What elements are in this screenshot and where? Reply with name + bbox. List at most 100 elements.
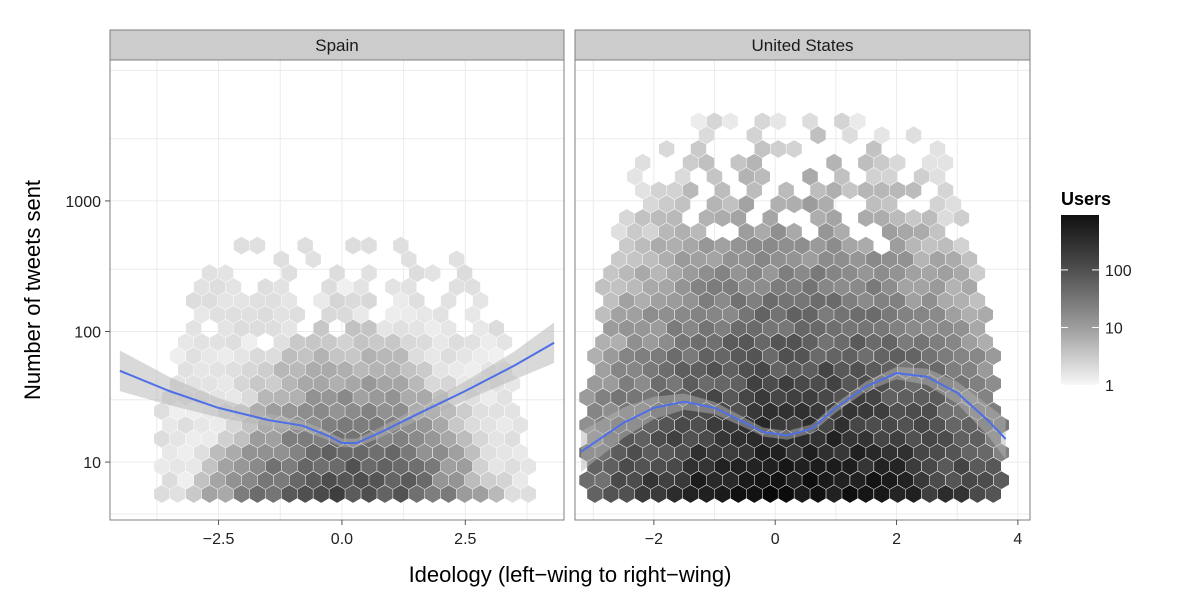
hexbin-cell — [698, 374, 715, 393]
hexbin-cell — [417, 305, 433, 324]
hexbin-cell — [722, 195, 739, 214]
hexbin-cell — [464, 416, 481, 434]
hexbin-cell — [913, 250, 930, 269]
hexbin-cell — [802, 250, 818, 269]
hexbin-cell — [472, 319, 489, 338]
hexbin-cell — [472, 402, 489, 421]
hexbin-cell — [345, 347, 361, 365]
hexbin-cell — [762, 264, 778, 283]
hexbin-cell — [643, 278, 659, 296]
hexbin-cell — [233, 236, 250, 255]
hexbin-cell — [154, 429, 170, 448]
hexbin-cell — [178, 333, 194, 352]
hexbin-cell — [409, 264, 425, 283]
hexbin-cell — [627, 278, 643, 296]
hexbin-cell — [433, 305, 449, 324]
hexbin-cell — [289, 333, 305, 352]
hexbin-cell — [698, 291, 715, 310]
hexbin-cell — [385, 360, 401, 379]
hexbin-cell — [658, 416, 675, 434]
hexbin-cell — [738, 388, 754, 407]
hexbin-cell — [706, 195, 723, 214]
hexbin-cell — [456, 457, 473, 476]
hexbin-cell — [611, 222, 627, 241]
hexbin-cell — [969, 374, 986, 393]
hexbin-cell — [297, 236, 313, 255]
hexbin-cell — [762, 402, 778, 421]
hexbin-cell — [722, 250, 739, 269]
hexbin-cell — [890, 485, 906, 503]
hexbin-cell — [706, 112, 723, 131]
hexbin-cell — [162, 416, 178, 434]
hexbin-cell — [345, 236, 361, 255]
hexbin-cell — [802, 443, 818, 462]
hexbin-cell — [866, 360, 882, 379]
hexbin-cell — [480, 443, 497, 462]
hexbin-cell — [305, 333, 321, 352]
y-tick-label: 10 — [83, 455, 101, 472]
hexbin-cell — [281, 457, 297, 476]
hexbin-cell — [706, 278, 723, 296]
hexbin-cell — [401, 333, 417, 352]
hexbin-cell — [643, 195, 659, 214]
hexbin-cell — [882, 222, 898, 241]
hexbin-cell — [209, 360, 226, 379]
hexbin-cell — [842, 126, 858, 145]
hexbin-cell — [929, 278, 946, 296]
hexbin-cell — [595, 333, 611, 352]
hexbin-cell — [186, 291, 202, 310]
hexbin-cell — [738, 443, 754, 462]
hexbin-cell — [945, 278, 962, 296]
hexbin-cell — [898, 471, 914, 490]
hexbin-cell — [690, 360, 707, 379]
hexbin-cell — [433, 416, 449, 434]
hexbin-cell — [666, 319, 683, 338]
hexbin-cell — [682, 347, 699, 365]
hexbin-cell — [682, 153, 699, 172]
hexbin-cell — [440, 429, 457, 448]
hexbin-cell — [233, 319, 250, 338]
hexbin-cell — [587, 402, 603, 421]
hexbin-cell — [401, 278, 417, 296]
hexbin-cell — [417, 360, 433, 379]
hexbin-cell — [834, 305, 850, 324]
facet-label: United States — [751, 36, 853, 55]
facet-strip — [109, 29, 565, 61]
hexbin-cell — [913, 333, 930, 352]
hexbin-cell — [945, 360, 962, 379]
hexbin-cell — [929, 416, 946, 434]
hexbin-cell — [241, 471, 258, 490]
hexbin-cell — [257, 388, 274, 407]
hexbin-cell — [778, 236, 794, 255]
hexbin-cell — [993, 471, 1009, 490]
hexbin-cell — [209, 443, 226, 462]
hexbin-cell — [698, 457, 715, 476]
hexbin-cell — [754, 333, 770, 352]
hexbin-cell — [201, 485, 218, 503]
hexbin-cell — [186, 319, 202, 338]
hexbin-cell — [233, 429, 250, 448]
hexbin-cell — [611, 278, 627, 296]
hexbin-cell — [730, 153, 747, 172]
hexbin-cell — [488, 402, 505, 421]
hexbin-cell — [361, 264, 377, 283]
hexbin-cell — [762, 347, 778, 365]
panel-1: United States −2 0 2 4 — [574, 29, 1031, 548]
hexbin-cell — [953, 429, 970, 448]
hexbin-cell — [874, 402, 890, 421]
hexbin-cell — [611, 333, 627, 352]
hexbin-cell — [698, 209, 715, 227]
hexbin-cell — [714, 347, 731, 365]
hexbin-cell — [233, 485, 250, 503]
hexbin-cell — [619, 319, 635, 338]
hexbin-cell — [651, 347, 667, 365]
hexbin-cell — [666, 485, 683, 503]
hexbin-cell — [651, 457, 667, 476]
hexbin-cell — [890, 181, 906, 200]
hexbin-cell — [961, 278, 978, 296]
hexbin-cell — [201, 429, 218, 448]
hexbin-cell — [834, 167, 850, 186]
hexbin-cell — [193, 360, 210, 379]
hexbin-cell — [627, 305, 643, 324]
hexbin-cell — [217, 264, 234, 283]
